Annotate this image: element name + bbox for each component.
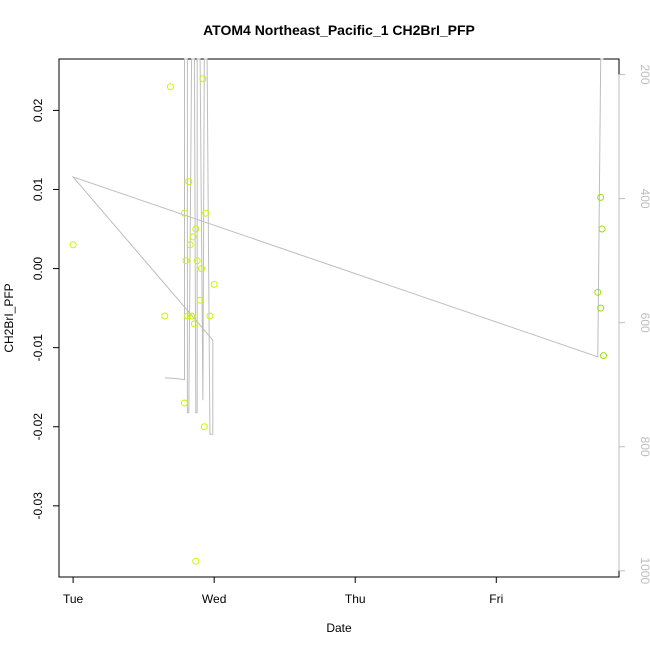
- data-point: [206, 312, 214, 320]
- data-point: [597, 193, 605, 201]
- altitude-track-layer: [71, 58, 604, 435]
- y-tick-label: -0.02: [31, 413, 45, 441]
- right-tick-label: 400: [638, 189, 650, 209]
- data-point: [202, 209, 210, 217]
- x-axis-label: Date: [326, 621, 352, 635]
- data-point: [185, 178, 193, 186]
- data-point: [181, 399, 188, 407]
- data-point: [196, 296, 204, 304]
- x-tick-label: Thu: [345, 592, 366, 606]
- data-point: [597, 304, 605, 312]
- data-point: [600, 352, 607, 360]
- altitude-track-line: [71, 58, 604, 435]
- chart-title: ATOM4 Northeast_Pacific_1 CH2BrI_PFP: [203, 22, 475, 38]
- y-axis-label: CH2BrI_PFP: [2, 283, 16, 352]
- data-point: [190, 320, 198, 328]
- y-tick-label: -0.03: [31, 492, 45, 520]
- x-tick-label: Fri: [489, 592, 503, 606]
- x-tick-label: Wed: [202, 592, 226, 606]
- data-point: [166, 83, 174, 91]
- data-point: [161, 312, 169, 320]
- data-point: [200, 423, 208, 431]
- x-tick-label: Tue: [63, 592, 84, 606]
- data-point: [69, 241, 77, 249]
- right-tick-label: 1000: [638, 557, 650, 584]
- data-point: [183, 312, 191, 320]
- right-tick-label: 600: [638, 313, 650, 333]
- x-axis: Tue Wed Thu Fri: [63, 576, 503, 606]
- data-point: [181, 209, 188, 217]
- data-point: [189, 233, 197, 241]
- data-point: [192, 557, 200, 565]
- data-point: [188, 312, 196, 320]
- y-tick-label: 0.01: [31, 177, 45, 201]
- data-point: [182, 257, 190, 265]
- y-tick-label: 0.00: [31, 257, 45, 281]
- right-axis: 200 400 600 800 1000: [618, 64, 650, 584]
- data-points-layer: [69, 75, 607, 565]
- right-tick-label: 800: [638, 437, 650, 457]
- y-tick-label: -0.01: [31, 334, 45, 362]
- data-point: [193, 257, 201, 265]
- data-point: [598, 225, 606, 233]
- data-point: [199, 75, 207, 83]
- y-axis: 0.02 0.01 0.00 -0.01 -0.02 -0.03: [31, 98, 60, 520]
- y-tick-label: 0.02: [31, 98, 45, 122]
- data-point: [192, 225, 200, 233]
- data-point: [186, 241, 194, 249]
- data-point: [198, 265, 205, 273]
- data-point: [210, 280, 218, 288]
- right-tick-label: 200: [638, 64, 650, 84]
- data-point: [594, 288, 602, 296]
